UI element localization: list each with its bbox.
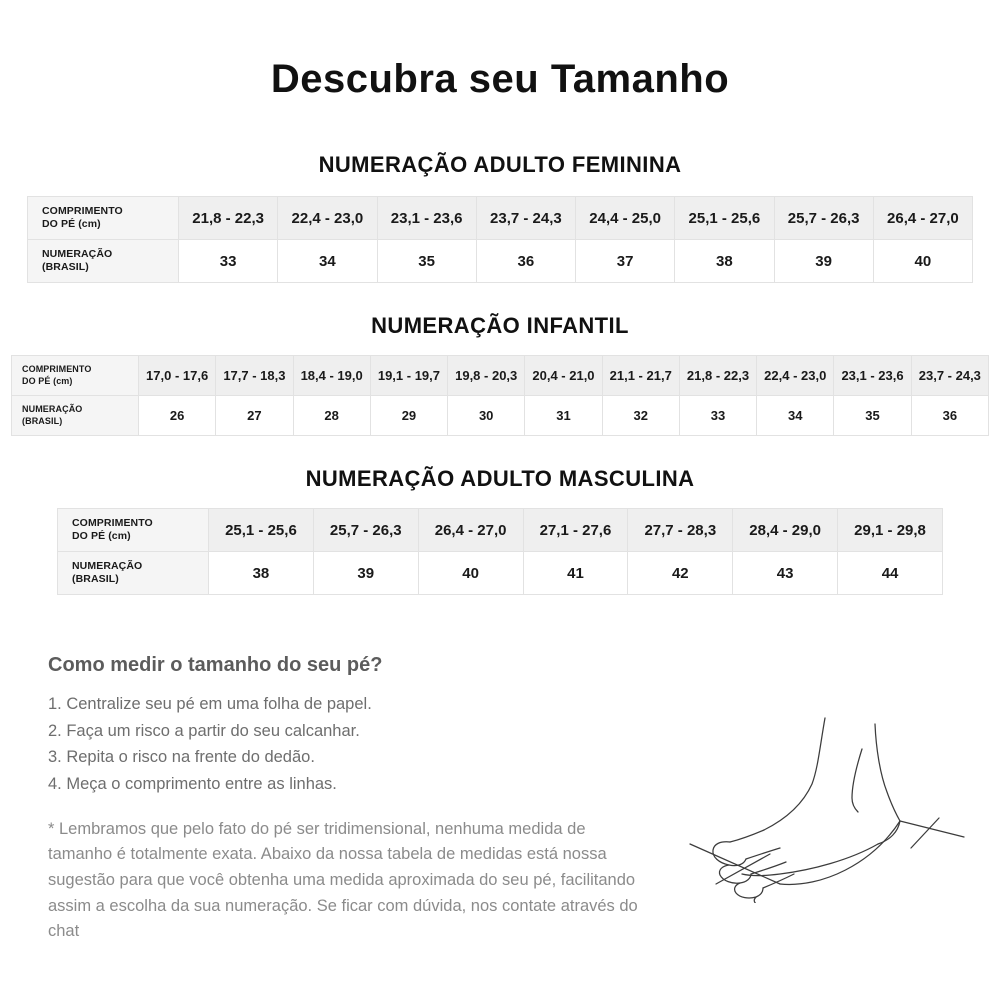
cell-size: 33 bbox=[177, 239, 279, 283]
size-table-masculina: COMPRIMENTO DO PÉ (cm) 25,1 - 25,6 25,7 … bbox=[57, 508, 943, 595]
table-row: COMPRIMENTO DO PÉ (cm) 25,1 - 25,6 25,7 … bbox=[57, 508, 943, 552]
cell-size: 39 bbox=[773, 239, 874, 283]
cell-size: 32 bbox=[601, 395, 680, 436]
row-label-length-line1: COMPRIMENTO bbox=[42, 204, 123, 217]
row-label-size-line1: NUMERAÇÃO bbox=[42, 247, 113, 260]
row-label-length-line1: COMPRIMENTO bbox=[22, 364, 92, 375]
cell-size: 38 bbox=[674, 239, 775, 283]
row-label-size: NUMERAÇÃO (BRASIL) bbox=[27, 239, 179, 283]
cell-length: 21,8 - 22,3 bbox=[678, 355, 758, 396]
row-label-size-line1: NUMERAÇÃO bbox=[72, 559, 143, 572]
cell-size: 31 bbox=[524, 395, 603, 436]
row-label-length: COMPRIMENTO DO PÉ (cm) bbox=[57, 508, 209, 552]
cell-size: 28 bbox=[292, 395, 371, 436]
cell-length: 24,4 - 25,0 bbox=[574, 196, 676, 240]
cell-size: 43 bbox=[732, 551, 839, 595]
row-label-size-line2: (BRASIL) bbox=[42, 261, 89, 273]
howto-step-list: 1. Centralize seu pé em uma folha de pap… bbox=[48, 691, 658, 798]
row-label-size-line2: (BRASIL) bbox=[22, 415, 63, 426]
cell-size: 42 bbox=[627, 551, 734, 595]
size-table-infantil: COMPRIMENTO DO PÉ (cm) 17,0 - 17,6 17,7 … bbox=[11, 355, 990, 436]
cell-length: 20,4 - 21,0 bbox=[524, 355, 603, 396]
table-row: NUMERAÇÃO (BRASIL) 33 34 35 36 37 38 39 … bbox=[27, 239, 974, 283]
measure-instructions-section: Como medir o tamanho do seu pé? 1. Centr… bbox=[0, 640, 1000, 1000]
cell-length: 26,4 - 27,0 bbox=[872, 196, 974, 240]
cell-size: 37 bbox=[574, 239, 676, 283]
cell-size: 36 bbox=[475, 239, 577, 283]
list-item: 1. Centralize seu pé em uma folha de pap… bbox=[48, 695, 372, 713]
cell-length: 27,7 - 28,3 bbox=[627, 508, 734, 552]
cell-size: 39 bbox=[312, 551, 419, 595]
cell-length: 23,1 - 23,6 bbox=[833, 355, 912, 396]
cell-size: 27 bbox=[215, 395, 294, 436]
row-label-length-line2: DO PÉ (cm) bbox=[22, 375, 73, 386]
cell-size: 35 bbox=[376, 239, 477, 283]
cell-size: 44 bbox=[837, 551, 943, 595]
cell-length: 25,1 - 25,6 bbox=[208, 508, 314, 552]
disclaimer-text: * Lembramos que pelo fato do pé ser trid… bbox=[48, 819, 638, 941]
row-label-length-line2: DO PÉ (cm) bbox=[72, 530, 131, 542]
cell-length: 17,7 - 18,3 bbox=[215, 355, 294, 396]
cell-size: 34 bbox=[756, 395, 835, 436]
cell-length: 28,4 - 29,0 bbox=[732, 508, 839, 552]
cell-size: 41 bbox=[522, 551, 629, 595]
cell-length: 23,1 - 23,6 bbox=[376, 196, 477, 240]
cell-size: 30 bbox=[447, 395, 526, 436]
cell-length: 26,4 - 27,0 bbox=[417, 508, 524, 552]
list-item: 3. Repita o risco na frente do dedão. bbox=[48, 748, 315, 767]
list-item: 4. Meça o comprimento entre as linhas. bbox=[48, 775, 337, 794]
cell-size: 38 bbox=[208, 551, 314, 595]
row-label-length-line1: COMPRIMENTO bbox=[72, 516, 153, 529]
section-subtitle-masculina: NUMERAÇÃO ADULTO MASCULINA bbox=[305, 466, 695, 491]
list-item: 2. Faça um risco a partir do seu calcanh… bbox=[48, 721, 360, 740]
cell-size: 35 bbox=[833, 395, 912, 436]
cell-length: 27,1 - 27,6 bbox=[522, 508, 629, 552]
cell-length: 25,7 - 26,3 bbox=[773, 196, 874, 240]
size-table-feminina: COMPRIMENTO DO PÉ (cm) 21,8 - 22,3 22,4 … bbox=[27, 196, 974, 283]
cell-length: 23,7 - 24,3 bbox=[475, 196, 577, 240]
cell-length: 19,1 - 19,7 bbox=[369, 355, 449, 396]
cell-length: 21,1 - 21,7 bbox=[601, 355, 680, 396]
row-label-size-line2: (BRASIL) bbox=[72, 573, 119, 585]
table-wrap-feminina: COMPRIMENTO DO PÉ (cm) 21,8 - 22,3 22,4 … bbox=[0, 178, 1000, 283]
cell-length: 22,4 - 23,0 bbox=[756, 355, 835, 396]
table-wrap-infantil: COMPRIMENTO DO PÉ (cm) 17,0 - 17,6 17,7 … bbox=[0, 339, 1000, 436]
row-label-length: COMPRIMENTO DO PÉ (cm) bbox=[27, 196, 179, 240]
table-wrap-masculina: COMPRIMENTO DO PÉ (cm) 25,1 - 25,6 25,7 … bbox=[0, 492, 1000, 595]
row-label-size: NUMERAÇÃO (BRASIL) bbox=[11, 395, 139, 436]
cell-length: 29,1 - 29,8 bbox=[837, 508, 943, 552]
cell-length: 25,1 - 25,6 bbox=[674, 196, 775, 240]
cell-length: 19,8 - 20,3 bbox=[447, 355, 526, 396]
cell-length: 25,7 - 26,3 bbox=[312, 508, 419, 552]
cell-size: 34 bbox=[277, 239, 378, 283]
cell-size: 29 bbox=[369, 395, 449, 436]
row-label-size: NUMERAÇÃO (BRASIL) bbox=[57, 551, 209, 595]
cell-length: 18,4 - 19,0 bbox=[292, 355, 371, 396]
page-title: Descubra seu Tamanho bbox=[270, 57, 730, 101]
howto-title: Como medir o tamanho do seu pé? bbox=[48, 654, 383, 676]
cell-size: 40 bbox=[872, 239, 974, 283]
table-row: NUMERAÇÃO (BRASIL) 38 39 40 41 42 43 44 bbox=[57, 551, 943, 595]
table-row: NUMERAÇÃO (BRASIL) 26 27 28 29 30 31 32 … bbox=[11, 395, 990, 436]
foot-icon bbox=[689, 717, 965, 906]
cell-length: 17,0 - 17,6 bbox=[137, 355, 217, 396]
section-subtitle-infantil: NUMERAÇÃO INFANTIL bbox=[371, 313, 629, 338]
row-label-size-line1: NUMERAÇÃO bbox=[22, 404, 83, 415]
cell-length: 22,4 - 23,0 bbox=[277, 196, 378, 240]
row-label-length-line2: DO PÉ (cm) bbox=[42, 218, 101, 230]
table-row: COMPRIMENTO DO PÉ (cm) 21,8 - 22,3 22,4 … bbox=[27, 196, 974, 240]
cell-size: 26 bbox=[137, 395, 217, 436]
howto-block: Como medir o tamanho do seu pé? 1. Centr… bbox=[48, 654, 658, 798]
row-label-length: COMPRIMENTO DO PÉ (cm) bbox=[11, 355, 139, 396]
table-row: COMPRIMENTO DO PÉ (cm) 17,0 - 17,6 17,7 … bbox=[11, 355, 990, 396]
foot-measurement-illustration bbox=[672, 688, 982, 906]
cell-size: 33 bbox=[678, 395, 758, 436]
cell-length: 23,7 - 24,3 bbox=[910, 355, 990, 396]
cell-length: 21,8 - 22,3 bbox=[177, 196, 279, 240]
cell-size: 40 bbox=[417, 551, 524, 595]
cell-size: 36 bbox=[910, 395, 990, 436]
section-subtitle-feminina: NUMERAÇÃO ADULTO FEMININA bbox=[318, 152, 682, 177]
